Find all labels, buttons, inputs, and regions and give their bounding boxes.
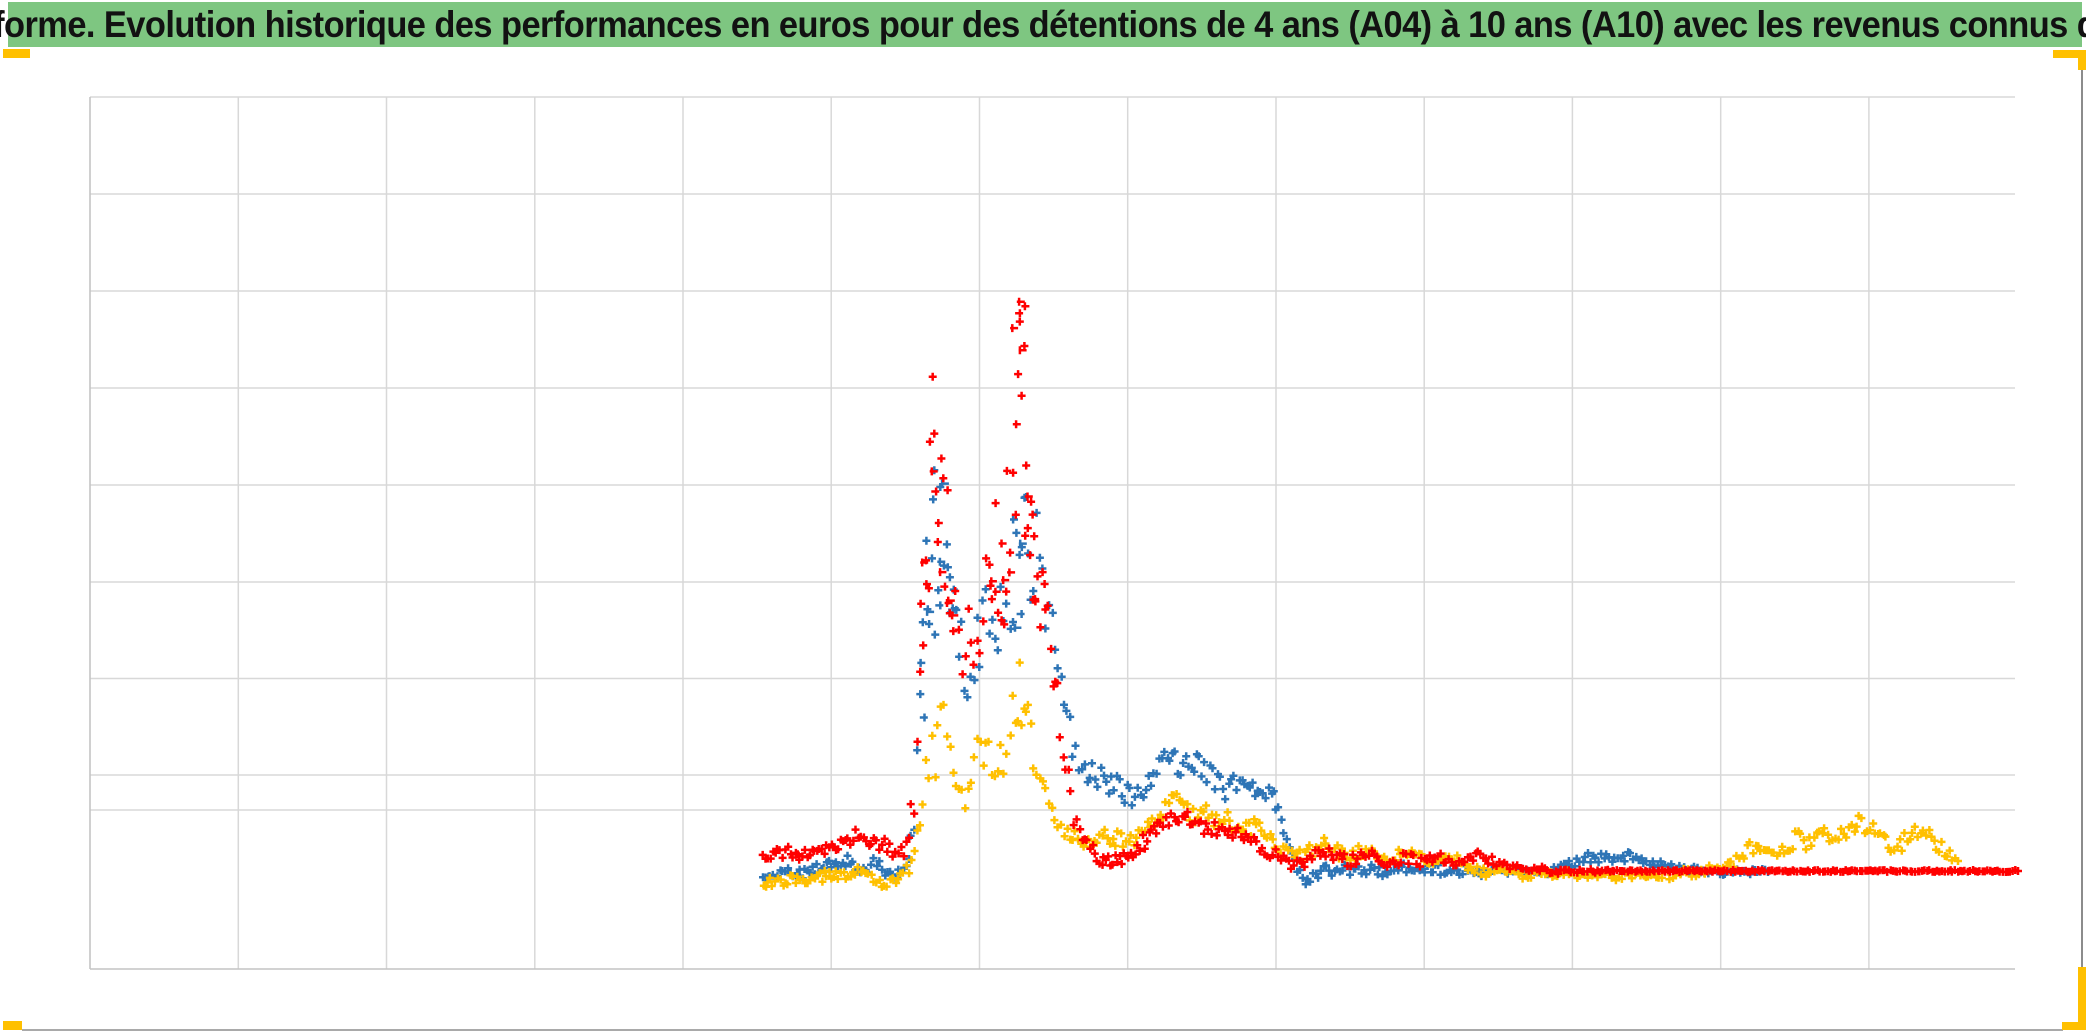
corner-accent-bottom-left (3, 1021, 22, 1030)
title-bar: ADAM Informe. Evolution historique des p… (0, 2, 2086, 47)
corner-accent-top-right-horizontal (2053, 50, 2086, 58)
slide-right-edge-line (2081, 70, 2083, 967)
series-red (758, 297, 2022, 878)
slide-bottom-edge-line (22, 1029, 2063, 1031)
corner-accent-bottom-right-vertical (2078, 967, 2086, 1030)
page-title: ADAM Informe. Evolution historique des p… (0, 4, 2086, 45)
corner-accent-top-left (3, 49, 30, 58)
series-blue (759, 466, 1772, 889)
corner-accent-top-right-vertical (2078, 50, 2086, 70)
corner-accent-bottom-right-horizontal (2062, 1022, 2086, 1030)
